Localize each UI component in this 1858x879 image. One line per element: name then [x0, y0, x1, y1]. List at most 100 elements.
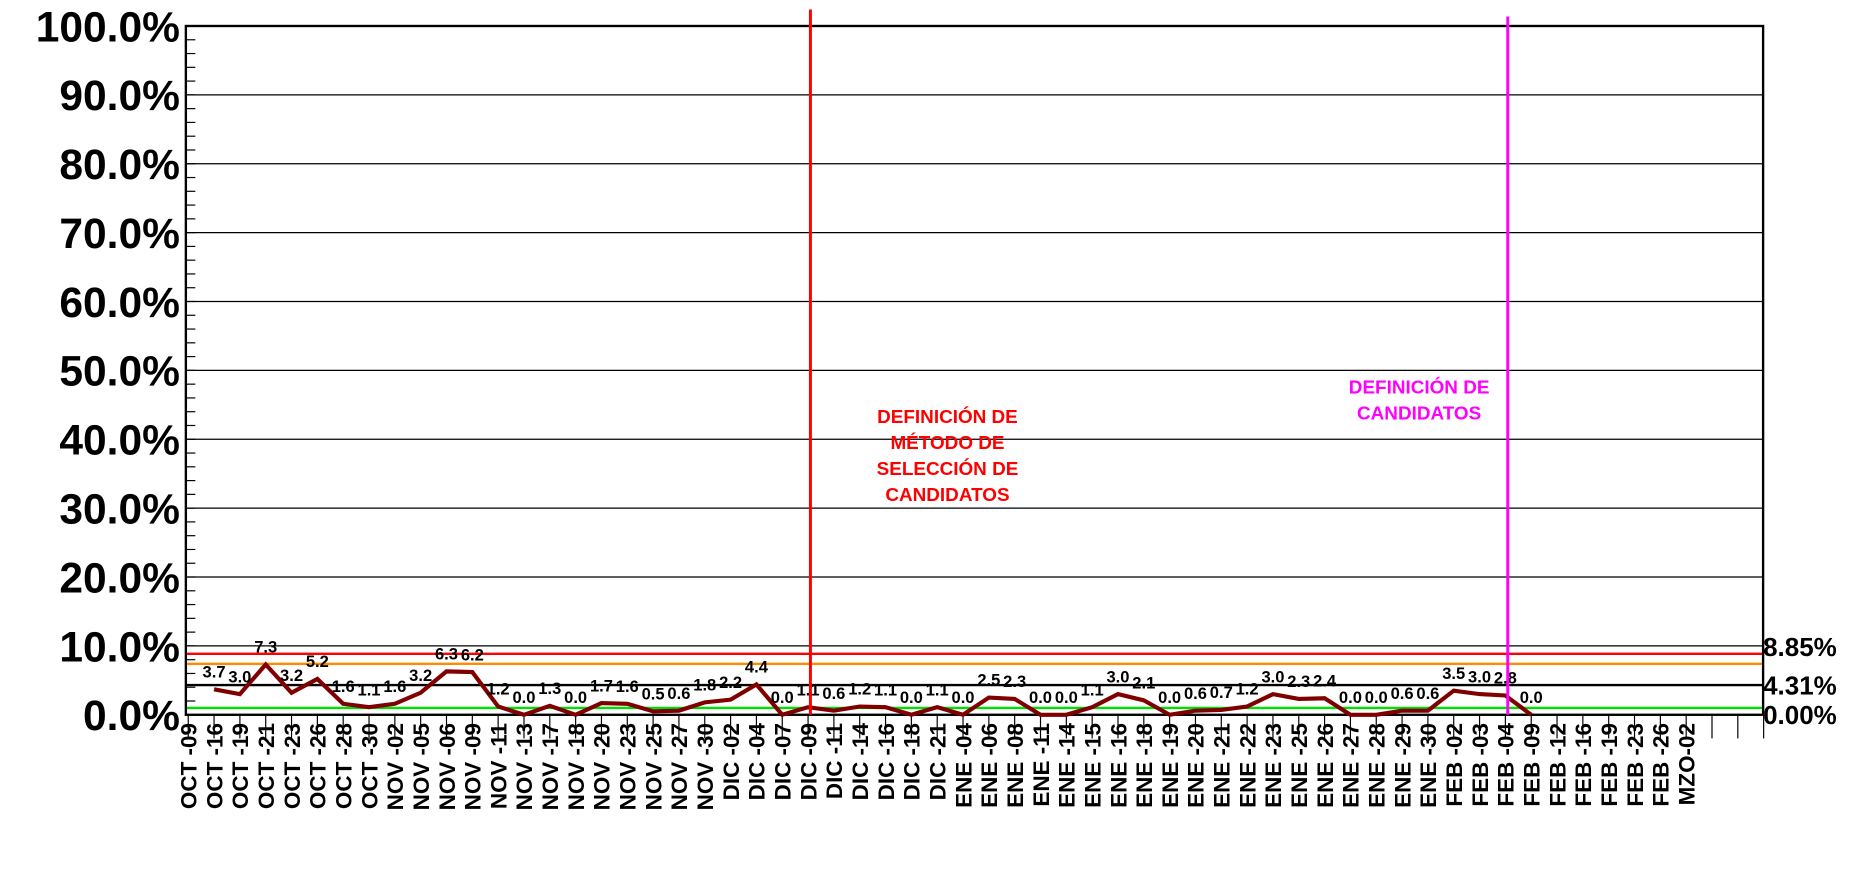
data-label: 3.0 — [1468, 667, 1491, 686]
data-label: 3.7 — [203, 662, 226, 681]
data-label: 6.3 — [435, 645, 458, 664]
x-tick-label: DIC -14 — [848, 723, 873, 801]
data-label: 0.0 — [900, 688, 923, 707]
data-label: 0.6 — [667, 684, 690, 703]
data-label: 5.2 — [306, 652, 329, 671]
annotation-text: CANDIDATOS — [885, 485, 1009, 506]
data-line — [213, 661, 1533, 718]
annotation-text: MÉTODO DE — [890, 432, 1004, 454]
data-label: 1.1 — [358, 680, 381, 699]
x-tick-label: DIC -16 — [874, 723, 899, 800]
data-label: 1.1 — [874, 680, 897, 699]
data-label: 2.4 — [1313, 671, 1337, 690]
x-tick-label: ENE -16 — [1106, 723, 1131, 808]
data-label: 2.3 — [1003, 672, 1026, 691]
data-label: 1.8 — [693, 676, 716, 695]
y-tick-label: 70.0% — [59, 210, 180, 258]
y-tick-label: 30.0% — [59, 486, 180, 534]
annotation-text: DEFINICIÓN DE — [1349, 376, 1490, 398]
data-label: 0.0 — [952, 688, 975, 707]
data-label: 0.7 — [1210, 683, 1233, 702]
x-tick-label: OCT -23 — [280, 723, 305, 809]
x-tick-label: DIC -02 — [719, 723, 744, 800]
y-tick-label: 50.0% — [59, 348, 180, 396]
y-tick-label: 100.0% — [36, 3, 180, 51]
y-tick-label: 60.0% — [59, 279, 180, 327]
data-label: 1.1 — [926, 680, 949, 699]
data-label: 0.6 — [1416, 684, 1439, 703]
data-label: 0.0 — [771, 688, 794, 707]
data-label: 0.0 — [1339, 688, 1362, 707]
x-tick-label: NOV -09 — [461, 723, 486, 810]
x-tick-label: OCT -16 — [202, 723, 227, 809]
data-label: 1.6 — [616, 677, 639, 696]
x-tick-label: OCT -21 — [254, 723, 279, 809]
data-label: 2.5 — [977, 671, 1000, 690]
x-tick-label: NOV -13 — [512, 723, 537, 810]
x-tick-label: DIC -11 — [822, 723, 847, 799]
data-label: 3.0 — [228, 667, 251, 686]
y-tick-label: 90.0% — [59, 72, 180, 120]
data-label: 3.0 — [1106, 667, 1129, 686]
x-tick-label: FEB -03 — [1468, 723, 1493, 807]
data-label: 0.0 — [1055, 688, 1078, 707]
x-tick-label: ENE -11 — [1029, 723, 1054, 807]
x-tick-label: ENE -04 — [951, 723, 976, 808]
x-tick-label: NOV -17 — [538, 723, 563, 810]
data-label: 0.0 — [1365, 688, 1388, 707]
x-tick-label: ENE -28 — [1365, 723, 1390, 808]
x-tick-label: DIC -09 — [796, 723, 821, 800]
data-label: 2.2 — [719, 673, 742, 692]
data-label: 1.1 — [1081, 680, 1104, 699]
x-tick-label: FEB -19 — [1597, 723, 1622, 807]
data-label: 0.6 — [1391, 684, 1414, 703]
x-tick-label: DIC -21 — [925, 723, 950, 800]
x-tick-label: DIC -04 — [745, 723, 770, 801]
x-tick-label: NOV -06 — [435, 723, 460, 810]
data-label: 0.0 — [564, 688, 587, 707]
x-tick-label: ENE -22 — [1235, 723, 1260, 808]
data-label: 1.6 — [332, 677, 355, 696]
data-label: 3.0 — [1261, 667, 1284, 686]
data-label: 1.2 — [848, 680, 871, 699]
data-label: 2.1 — [1132, 673, 1155, 692]
data-label: 2.8 — [1494, 669, 1517, 688]
data-label: 3.2 — [409, 666, 432, 685]
x-tick-label: ENE -27 — [1339, 723, 1364, 808]
x-tick-label: ENE -19 — [1158, 723, 1183, 808]
data-label: 1.2 — [1236, 680, 1259, 699]
annotation-text: DEFINICIÓN DE — [877, 406, 1018, 428]
data-label: 0.6 — [822, 684, 845, 703]
data-label: 7.3 — [254, 638, 277, 657]
x-tick-label: MZO-02 — [1674, 723, 1699, 805]
x-tick-label: ENE -18 — [1132, 723, 1157, 808]
x-tick-label: NOV -20 — [590, 723, 615, 810]
x-tick-label: ENE -06 — [977, 723, 1002, 808]
x-tick-label: NOV -27 — [667, 723, 692, 810]
x-tick-label: NOV -05 — [409, 723, 434, 810]
x-tick-label: FEB -12 — [1545, 723, 1570, 807]
annotation-text: CANDIDATOS — [1357, 403, 1481, 424]
data-label: 1.3 — [538, 679, 561, 698]
x-tick-label: NOV -25 — [641, 723, 666, 810]
y-tick-label: 0.0% — [83, 692, 180, 740]
x-tick-label: DIC -07 — [771, 723, 796, 800]
reference-label: 0.00% — [1763, 700, 1837, 730]
y-tick-label: 40.0% — [59, 417, 180, 465]
data-label: 1.2 — [487, 680, 510, 699]
x-tick-label: FEB -02 — [1442, 723, 1467, 807]
x-tick-label: ENE -30 — [1416, 723, 1441, 808]
x-tick-label: FEB -23 — [1623, 723, 1648, 807]
data-label: 0.0 — [1158, 688, 1181, 707]
y-tick-label: 20.0% — [59, 554, 180, 602]
x-tick-label: NOV -30 — [693, 723, 718, 810]
data-label: 6.2 — [461, 645, 484, 664]
x-tick-label: NOV -23 — [616, 723, 641, 810]
x-tick-label: NOV -02 — [383, 723, 408, 810]
x-tick-label: OCT -09 — [177, 723, 202, 809]
x-tick-label: ENE -08 — [1003, 723, 1028, 808]
x-tick-label: NOV -18 — [564, 723, 589, 810]
x-tick-label: ENE -29 — [1390, 723, 1415, 808]
annotation-text: SELECCIÓN DE — [877, 458, 1019, 480]
x-tick-label: FEB -04 — [1494, 723, 1519, 807]
